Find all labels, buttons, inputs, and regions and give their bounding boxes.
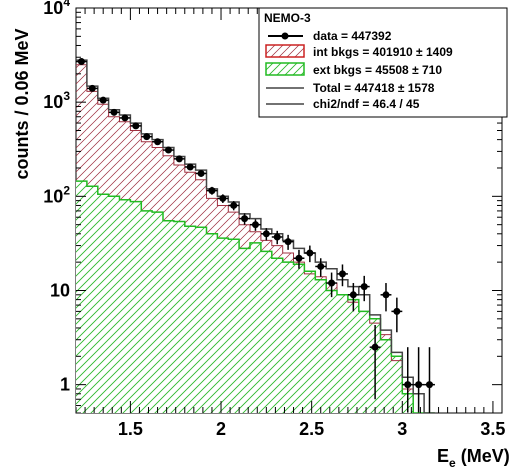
data-point: [284, 238, 292, 246]
legend-data-marker: [281, 32, 289, 40]
ext-bkgs-hatch: [76, 181, 435, 413]
x-tick-label: 1.5: [118, 419, 143, 439]
legend-entry-int-bkgs: int bkgs = 401910 ± 1409: [265, 44, 453, 59]
data-point: [77, 58, 85, 66]
data-point: [415, 381, 423, 389]
data-point: [197, 169, 205, 177]
legend-ext-bkgs-swatch: [265, 62, 305, 76]
data-point: [404, 381, 412, 389]
legend-title: NEMO-3: [264, 11, 311, 25]
y-tick-label-base: 10: [43, 186, 63, 206]
data-point: [393, 307, 401, 315]
legend-ext-bkgs-label: ext bkgs = 45508 ± 710: [313, 63, 442, 77]
y-tick-label: 102: [43, 183, 70, 206]
data-point: [328, 279, 336, 287]
data-points: [76, 58, 435, 413]
x-axis-label: Ee (MeV): [437, 446, 510, 470]
legend-entry-data: data = 447392: [268, 29, 392, 43]
x-axis-label-subscript: e: [449, 456, 456, 470]
legend: NEMO-3 data = 447392 int bkgs = 401910 ±…: [258, 7, 508, 118]
x-tick-label: 3: [397, 419, 407, 439]
data-point: [349, 291, 357, 299]
legend-chi2-label: chi2/ndf = 46.4 / 45: [313, 97, 420, 111]
y-tick-label: 10: [50, 280, 70, 300]
data-point: [273, 233, 281, 241]
data-point: [164, 146, 172, 154]
data-point: [230, 201, 238, 209]
legend-entry-ext-bkgs: ext bkgs = 45508 ± 710: [265, 62, 442, 77]
data-point: [154, 138, 162, 146]
legend-entry-total: Total = 447418 ± 1578: [266, 81, 435, 95]
data-point: [110, 108, 118, 116]
data-point: [88, 84, 96, 92]
x-axis-label-unit: (MeV): [461, 446, 510, 466]
legend-int-bkgs-label: int bkgs = 401910 ± 1409: [313, 45, 453, 59]
y-tick-label: 104: [43, 0, 70, 18]
data-point: [306, 249, 314, 257]
legend-total-label: Total = 447418 ± 1578: [313, 81, 435, 95]
data-point: [186, 163, 194, 171]
y-axis-label: counts / 0.06 MeV: [12, 28, 32, 179]
y-tick-label-base: 10: [43, 0, 63, 18]
y-tick-label-exponent: 4: [63, 0, 70, 9]
data-point: [262, 230, 270, 238]
total-step-line: [76, 59, 435, 413]
data-point: [317, 262, 325, 270]
data-point: [371, 343, 379, 351]
x-tick-label: 2.5: [299, 419, 324, 439]
data-point: [99, 96, 107, 104]
data-point: [295, 254, 303, 262]
data-point: [132, 122, 140, 130]
data-point: [175, 155, 183, 163]
y-tick-label: 103: [43, 89, 70, 112]
x-axis-label-main: E: [437, 446, 449, 466]
legend-data-label: data = 447392: [313, 29, 392, 43]
legend-int-bkgs-swatch: [265, 44, 305, 58]
y-tick-label: 1: [60, 375, 70, 395]
data-point: [219, 194, 227, 202]
data-point: [425, 381, 433, 389]
data-point: [382, 291, 390, 299]
data-point: [208, 187, 216, 195]
data-point: [241, 215, 249, 223]
plot-area: [76, 58, 435, 413]
y-tick-label-exponent: 2: [63, 183, 70, 197]
data-point: [338, 270, 346, 278]
x-tick-label: 3.5: [480, 419, 505, 439]
y-tick-label-exponent: 3: [63, 89, 70, 103]
x-tick-label: 2: [216, 419, 226, 439]
data-point: [143, 133, 151, 141]
data-point: [121, 114, 129, 122]
y-tick-label-base: 10: [43, 92, 63, 112]
data-point: [251, 221, 259, 229]
data-point: [360, 283, 368, 291]
legend-entry-chi2: chi2/ndf = 46.4 / 45: [266, 97, 420, 111]
